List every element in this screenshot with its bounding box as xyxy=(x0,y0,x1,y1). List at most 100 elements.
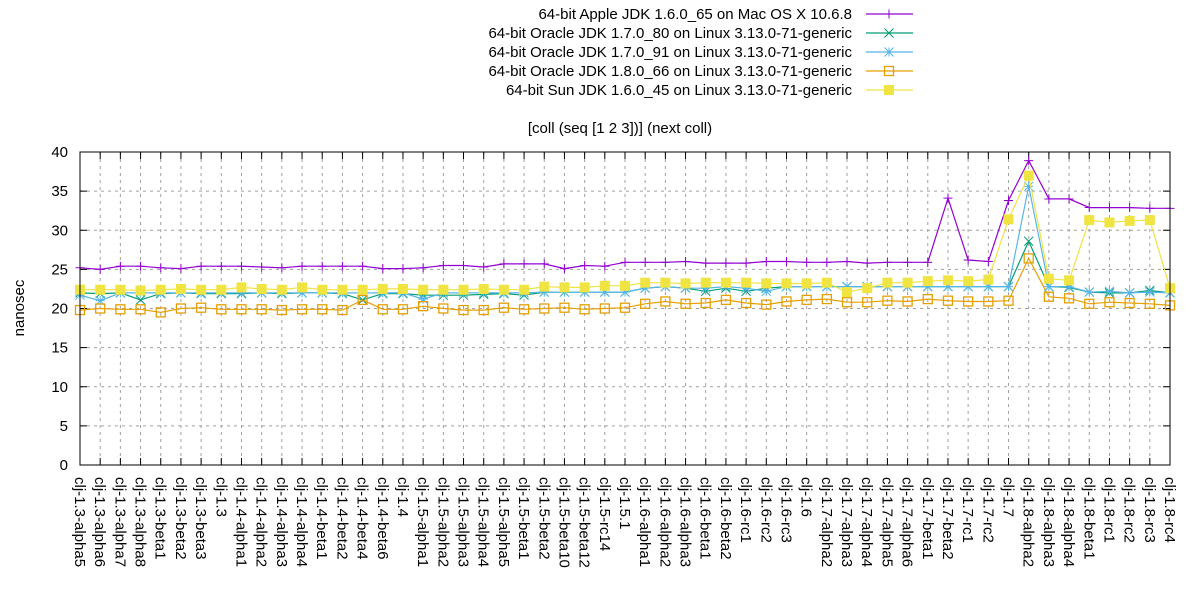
data-point xyxy=(438,284,449,295)
data-point xyxy=(983,296,994,307)
data-point xyxy=(459,260,469,270)
x-tick-label: clj-1.6-alpha3 xyxy=(677,477,694,567)
data-point xyxy=(680,278,691,289)
x-tick-label: clj-1.6 xyxy=(798,477,815,517)
data-point xyxy=(761,286,772,297)
data-point xyxy=(781,257,791,267)
data-point xyxy=(539,259,549,269)
legend-label: 64-bit Apple JDK 1.6.0_65 on Mac OS X 10… xyxy=(538,6,852,23)
data-point xyxy=(115,284,126,295)
data-point xyxy=(176,264,186,274)
legend-label: 64-bit Oracle JDK 1.8.0_66 on Linux 3.13… xyxy=(488,63,852,80)
data-point xyxy=(1023,253,1034,264)
data-point xyxy=(660,257,670,267)
data-point xyxy=(821,293,833,305)
x-tick-label: clj-1.7-alpha2 xyxy=(818,477,835,567)
data-point xyxy=(337,304,348,316)
x-tick-label: clj-1.3-beta3 xyxy=(192,477,209,560)
data-point xyxy=(539,303,550,314)
legend-label: 64-bit Sun JDK 1.6.0_45 on Linux 3.13.0-… xyxy=(506,82,853,99)
data-point xyxy=(417,301,429,312)
x-tick-label: clj-1.3-beta1 xyxy=(152,477,169,560)
data-point xyxy=(377,283,388,294)
data-point xyxy=(842,287,853,298)
data-point xyxy=(721,258,731,268)
data-point xyxy=(882,257,892,267)
legend-marker xyxy=(884,47,894,57)
data-point xyxy=(418,284,429,295)
x-tick-label: clj-1.6-rc3 xyxy=(777,477,794,543)
legend-item: 64-bit Oracle JDK 1.7.0_80 on Linux 3.13… xyxy=(488,25,913,42)
data-point xyxy=(942,275,953,286)
data-point xyxy=(640,257,650,267)
data-point xyxy=(660,277,671,288)
data-point xyxy=(640,277,651,288)
data-point xyxy=(580,260,590,270)
legend-item: 64-bit Oracle JDK 1.8.0_66 on Linux 3.13… xyxy=(488,63,913,80)
x-tick-label: clj-1.4-alpha2 xyxy=(253,477,270,567)
x-tick-label: clj-1.5-alpha1 xyxy=(414,477,431,567)
x-tick-label: clj-1.5-beta1 xyxy=(515,477,532,560)
data-point xyxy=(963,276,974,287)
data-point xyxy=(842,281,852,292)
data-point xyxy=(337,284,348,295)
x-tick-label: clj-1.7-alpha4 xyxy=(858,477,875,567)
x-tick-label: clj-1.3-alpha6 xyxy=(91,477,108,567)
y-tick-label: 35 xyxy=(51,183,68,200)
data-point xyxy=(519,284,530,295)
data-point xyxy=(802,257,812,267)
data-point xyxy=(357,284,368,295)
data-point xyxy=(781,278,792,289)
data-point xyxy=(720,277,731,288)
data-point xyxy=(922,276,933,287)
data-point xyxy=(156,263,166,273)
data-point xyxy=(559,302,570,313)
data-point xyxy=(357,294,368,306)
data-point xyxy=(216,261,226,271)
x-tick-label: clj-1.6-beta2 xyxy=(717,477,734,560)
x-tick-label: clj-1.4-alpha1 xyxy=(232,477,249,567)
data-point xyxy=(175,303,187,314)
data-point xyxy=(1004,196,1014,206)
data-point xyxy=(1124,297,1135,309)
data-point xyxy=(1043,273,1054,284)
data-point xyxy=(236,261,246,271)
x-tick-label: clj-1.7-alpha3 xyxy=(838,477,855,567)
data-point xyxy=(1124,215,1135,226)
data-point xyxy=(1064,281,1074,292)
data-point xyxy=(458,284,469,295)
data-point xyxy=(842,257,852,267)
data-point xyxy=(175,283,186,294)
data-point xyxy=(902,296,913,307)
data-point xyxy=(95,284,106,295)
data-point xyxy=(317,261,327,271)
data-point xyxy=(499,259,509,269)
data-point xyxy=(942,295,954,306)
data-point xyxy=(1084,215,1095,226)
data-point xyxy=(1084,203,1094,213)
data-point xyxy=(559,264,569,274)
legend: 64-bit Apple JDK 1.6.0_65 on Mac OS X 10… xyxy=(488,6,913,99)
x-tick-label: clj-1.4-beta4 xyxy=(354,477,371,560)
data-point xyxy=(1064,194,1074,204)
chart-title: [coll (seq [1 2 3])] (next coll) xyxy=(528,120,712,137)
x-tick-label: clj-1.4-beta1 xyxy=(313,477,330,560)
data-point xyxy=(620,280,630,291)
data-point xyxy=(1084,287,1095,297)
data-point xyxy=(297,287,307,298)
x-tick-label: clj-1.5.1 xyxy=(616,477,633,530)
series-group xyxy=(74,156,1176,318)
data-point xyxy=(115,304,126,315)
y-tick-label: 40 xyxy=(51,144,68,161)
data-point xyxy=(155,307,166,318)
x-tick-label: clj-1.4-beta6 xyxy=(374,477,391,560)
legend-item: 64-bit Oracle JDK 1.7.0_91 on Linux 3.13… xyxy=(488,44,913,61)
x-tick-label: clj-1.8-rc3 xyxy=(1141,477,1158,543)
data-point xyxy=(741,283,751,294)
data-point xyxy=(498,302,510,313)
x-tick-label: clj-1.5-alpha2 xyxy=(434,477,451,567)
data-point xyxy=(115,261,125,271)
data-point xyxy=(862,258,872,268)
data-point xyxy=(276,284,287,295)
